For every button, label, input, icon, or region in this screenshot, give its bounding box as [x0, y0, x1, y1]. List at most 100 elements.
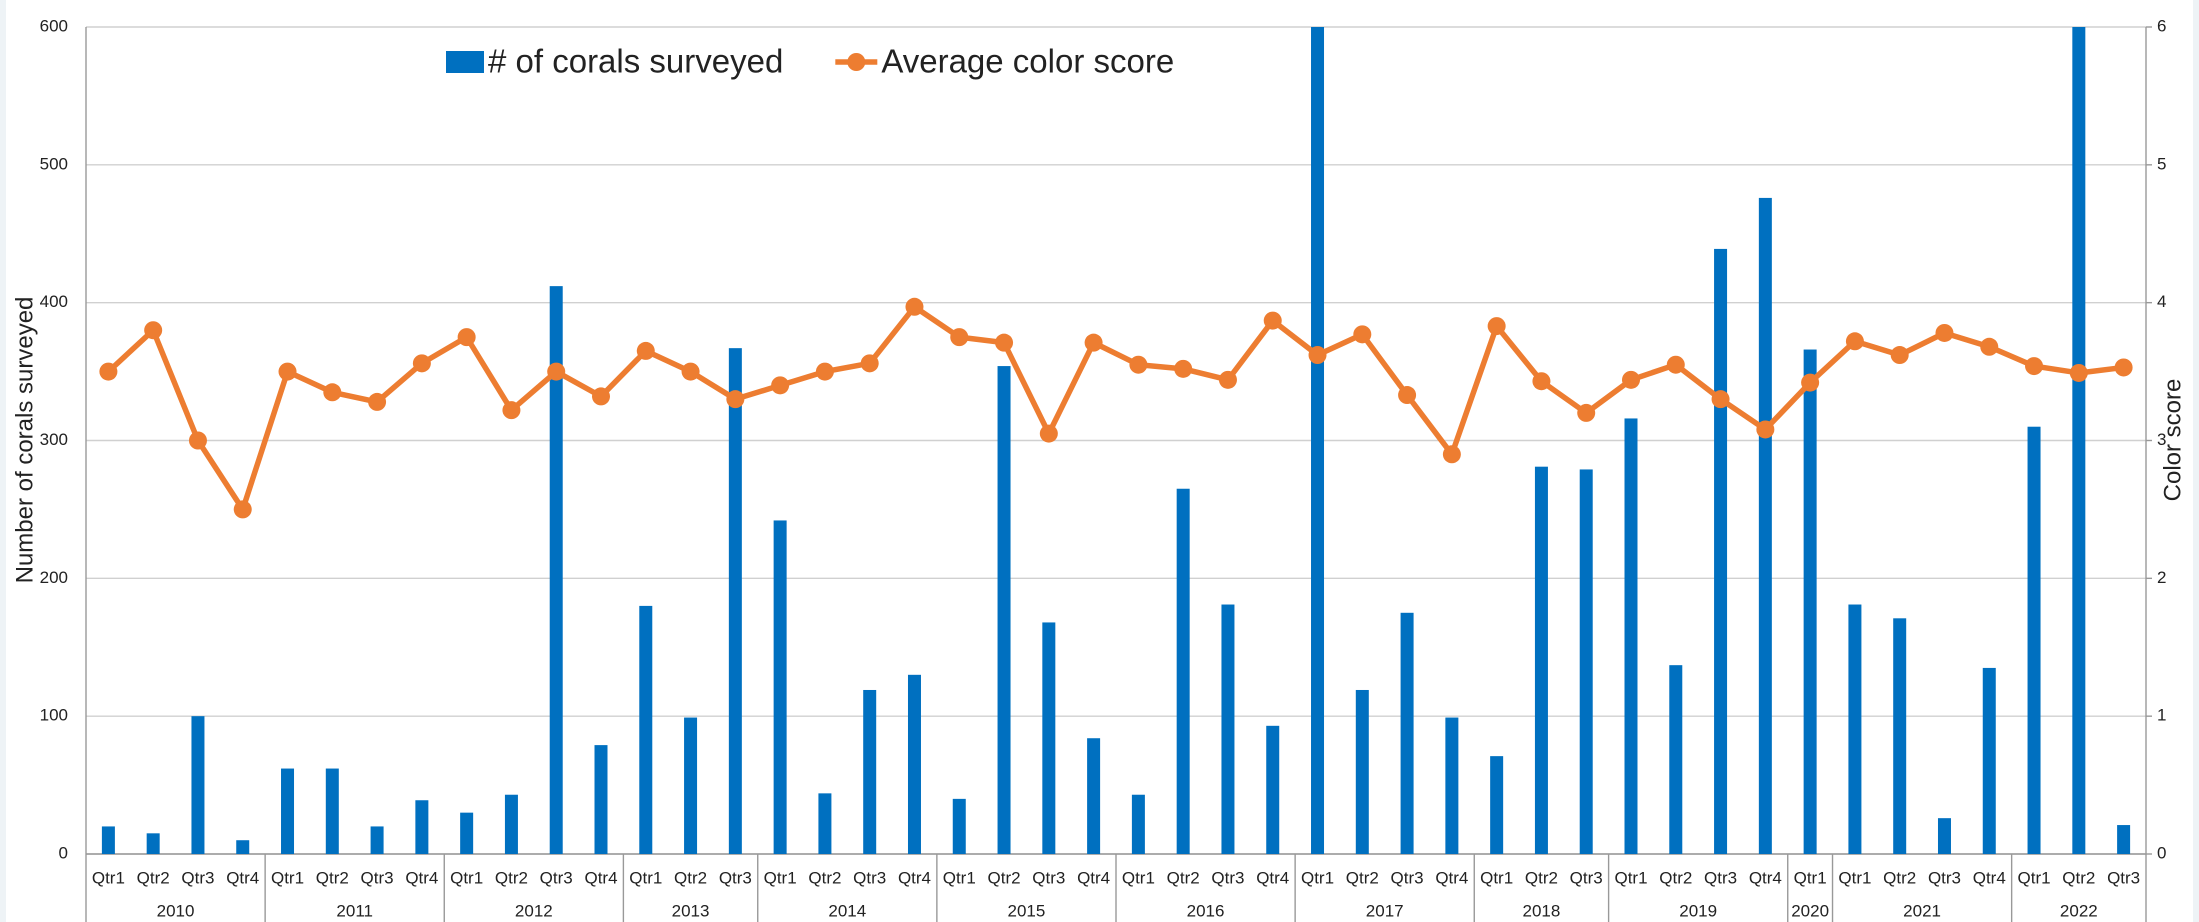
line-marker: [592, 387, 610, 406]
x-tick-label: Qtr3: [361, 868, 394, 887]
x-tick-label: Qtr3: [719, 868, 752, 887]
bar: [818, 793, 832, 854]
y2-tick-label: 5: [2157, 154, 2166, 173]
y2-axis-title: Color score: [2159, 379, 2186, 502]
x-tick-label: Qtr1: [764, 868, 797, 887]
y-tick-label: 600: [40, 16, 68, 35]
x-tick-label: Qtr2: [2062, 868, 2095, 887]
y2-tick-label: 4: [2157, 292, 2166, 311]
x-tick-label: Qtr4: [1435, 868, 1468, 887]
line-marker: [771, 376, 790, 395]
bar: [684, 717, 698, 854]
bar: [1937, 818, 1951, 854]
line-marker: [1622, 370, 1640, 389]
bar: [1042, 622, 1056, 854]
x-tick-label: Qtr3: [1211, 868, 1244, 887]
y-tick-label: 300: [40, 430, 68, 449]
legend-swatch: [847, 53, 866, 71]
line-marker: [950, 328, 969, 347]
bar: [1893, 618, 1907, 854]
line-marker: [995, 333, 1014, 352]
line-marker: [1890, 346, 1909, 365]
bar: [1758, 197, 1772, 854]
bar: [370, 826, 384, 854]
x-group-label: 2022: [2060, 901, 2098, 920]
x-tick-label: Qtr3: [2107, 868, 2140, 887]
bar: [863, 689, 877, 854]
bar: [594, 745, 608, 854]
legend-label: Average color score: [881, 43, 1174, 80]
y-tick-label: 100: [40, 706, 68, 725]
x-tick-label: Qtr2: [1525, 868, 1558, 887]
line-marker: [636, 341, 655, 360]
bar: [1714, 248, 1728, 854]
line-marker: [815, 362, 834, 381]
bar: [1490, 756, 1504, 854]
line-marker: [1487, 317, 1506, 336]
line-marker: [905, 297, 924, 316]
line-marker: [1398, 386, 1417, 405]
bar: [325, 768, 339, 854]
x-group-label: 2010: [157, 901, 195, 920]
line-marker: [144, 321, 163, 340]
y2-tick-label: 2: [2157, 568, 2166, 587]
x-tick-label: Qtr4: [1077, 868, 1110, 887]
bar: [101, 826, 115, 854]
bar: [907, 674, 921, 854]
bar: [549, 286, 563, 854]
line-marker: [323, 383, 342, 402]
line-marker: [1218, 370, 1237, 389]
x-tick-label: Qtr2: [674, 868, 707, 887]
line-marker: [502, 401, 521, 420]
line-marker: [1935, 323, 1954, 342]
y2-tick-label: 3: [2157, 430, 2166, 449]
x-tick-label: Qtr3: [853, 868, 886, 887]
line-marker: [233, 500, 252, 519]
line: [106, 304, 2124, 513]
bar: [460, 812, 474, 854]
bar: [1266, 725, 1280, 854]
y-tick-label: 500: [40, 154, 68, 173]
bar: [191, 716, 205, 854]
x-group-label: 2018: [1523, 901, 1561, 920]
bar: [997, 366, 1011, 854]
bar: [1624, 418, 1638, 854]
line-marker: [2069, 363, 2088, 382]
bar: [1087, 738, 1101, 854]
x-tick-label: Qtr1: [943, 868, 976, 887]
x-tick-label: Qtr2: [316, 868, 349, 887]
y2-tick-label: 6: [2157, 16, 2166, 35]
x-tick-label: Qtr3: [1570, 868, 1603, 887]
x-tick-label: Qtr4: [1749, 868, 1782, 887]
y-tick-label: 0: [59, 843, 68, 862]
x-tick-label: Qtr2: [1167, 868, 1200, 887]
x-tick-label: Qtr1: [450, 868, 483, 887]
line-marker: [547, 362, 566, 381]
line-marker: [2114, 358, 2133, 377]
line-marker: [1980, 337, 1999, 356]
bar: [1669, 665, 1683, 854]
bar: [1445, 717, 1459, 854]
x-tick-label: Qtr2: [1659, 868, 1692, 887]
bar: [1803, 349, 1817, 854]
bar: [639, 605, 653, 854]
line-marker: [681, 362, 700, 381]
bar: [952, 798, 966, 854]
line-marker: [1353, 325, 1372, 344]
bar: [504, 794, 518, 854]
line-marker: [1442, 445, 1461, 464]
x-group-label: 2017: [1366, 901, 1404, 920]
x-tick-label: Qtr3: [181, 868, 214, 887]
y2-tick-label: 0: [2157, 843, 2166, 862]
line-marker: [726, 390, 745, 409]
bar: [281, 768, 295, 854]
y-tick-label: 200: [40, 568, 68, 587]
x-tick-label: Qtr4: [1256, 868, 1289, 887]
x-tick-label: Qtr2: [1883, 868, 1916, 887]
bar: [1176, 488, 1190, 854]
line-marker: [1532, 372, 1551, 391]
y-axis-title: Number of corals surveyed: [11, 297, 38, 584]
x-tick-label: Qtr1: [1794, 868, 1827, 887]
line-marker: [1039, 424, 1058, 443]
